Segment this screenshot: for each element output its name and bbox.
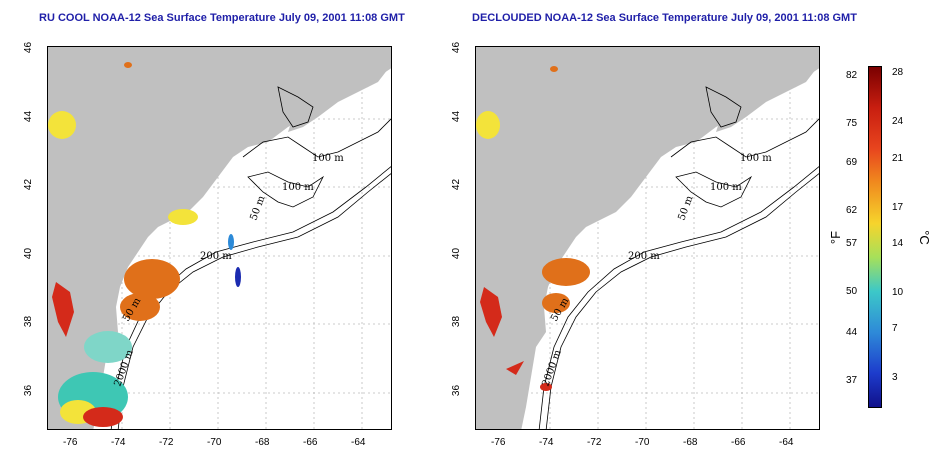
lat-tick: 40 xyxy=(451,247,463,260)
lat-tick: 42 xyxy=(451,178,463,191)
c-tick: 21 xyxy=(892,153,904,164)
f-tick: 69 xyxy=(846,157,858,168)
contour-label: 100 m xyxy=(710,182,742,193)
lat-tick: 36 xyxy=(451,384,463,397)
right-map-title: DECLOUDED NOAA-12 Sea Surface Temperatur… xyxy=(472,12,857,24)
lon-tick: -68 xyxy=(255,437,270,448)
c-tick: 10 xyxy=(892,287,904,298)
contour-label: 200 m xyxy=(628,251,660,262)
right-landmass xyxy=(476,47,819,429)
lon-tick: -64 xyxy=(351,437,366,448)
unit-fahrenheit: °F xyxy=(828,230,844,245)
f-tick: 44 xyxy=(846,327,858,338)
left-sst-patches xyxy=(48,62,241,427)
lon-tick: -72 xyxy=(587,437,602,448)
lon-tick: -76 xyxy=(63,437,78,448)
contour-label: 100 m xyxy=(312,153,344,164)
c-tick: 24 xyxy=(892,116,904,127)
right-sst-patches xyxy=(476,66,590,391)
left-landmass xyxy=(48,47,391,429)
contour-label: 50 m xyxy=(248,194,267,222)
left-map-title: RU COOL NOAA-12 Sea Surface Temperature … xyxy=(39,12,405,24)
contour-label: 100 m xyxy=(282,182,314,193)
lon-tick: -76 xyxy=(491,437,506,448)
unit-celsius: °C xyxy=(916,230,932,245)
right-contours xyxy=(538,86,819,429)
f-tick: 37 xyxy=(846,375,858,386)
right-sst-map: 100 m 100 m 50 m 200 m 50 m 2000 m xyxy=(475,46,820,430)
lat-tick: 38 xyxy=(451,315,463,328)
lon-tick: -68 xyxy=(683,437,698,448)
left-nova-scotia xyxy=(288,69,388,132)
lat-tick: 46 xyxy=(23,41,35,54)
c-tick: 28 xyxy=(892,67,904,78)
lon-tick: -74 xyxy=(539,437,554,448)
c-tick: 3 xyxy=(892,372,898,383)
right-map-graphic: 100 m 100 m 50 m 200 m 50 m 2000 m xyxy=(476,47,819,429)
f-tick: 62 xyxy=(846,205,858,216)
sst-colorbar xyxy=(868,66,882,408)
lon-tick: -70 xyxy=(635,437,650,448)
f-tick: 75 xyxy=(846,118,858,129)
right-nova-scotia xyxy=(716,69,816,132)
c-tick: 14 xyxy=(892,238,904,249)
lat-tick: 44 xyxy=(451,110,463,123)
lat-tick: 42 xyxy=(23,178,35,191)
lon-tick: -64 xyxy=(779,437,794,448)
lat-tick: 38 xyxy=(23,315,35,328)
lon-tick: -66 xyxy=(731,437,746,448)
contour-label: 2000 m xyxy=(540,348,564,388)
f-tick: 50 xyxy=(846,286,858,297)
lat-tick: 40 xyxy=(23,247,35,260)
contour-label: 200 m xyxy=(200,251,232,262)
lon-tick: -66 xyxy=(303,437,318,448)
lat-tick: 46 xyxy=(451,41,463,54)
c-tick: 17 xyxy=(892,202,904,213)
contour-label: 100 m xyxy=(740,153,772,164)
lat-tick: 36 xyxy=(23,384,35,397)
f-tick: 82 xyxy=(846,70,858,81)
left-map-graphic: 100 m 100 m 50 m 200 m 50 m 2000 m xyxy=(48,47,391,429)
lat-tick: 44 xyxy=(23,110,35,123)
contour-label: 50 m xyxy=(676,194,695,222)
c-tick: 7 xyxy=(892,323,898,334)
lon-tick: -74 xyxy=(111,437,126,448)
lon-tick: -70 xyxy=(207,437,222,448)
f-tick: 57 xyxy=(846,238,858,249)
left-sst-map: 100 m 100 m 50 m 200 m 50 m 2000 m xyxy=(47,46,392,430)
lon-tick: -72 xyxy=(159,437,174,448)
